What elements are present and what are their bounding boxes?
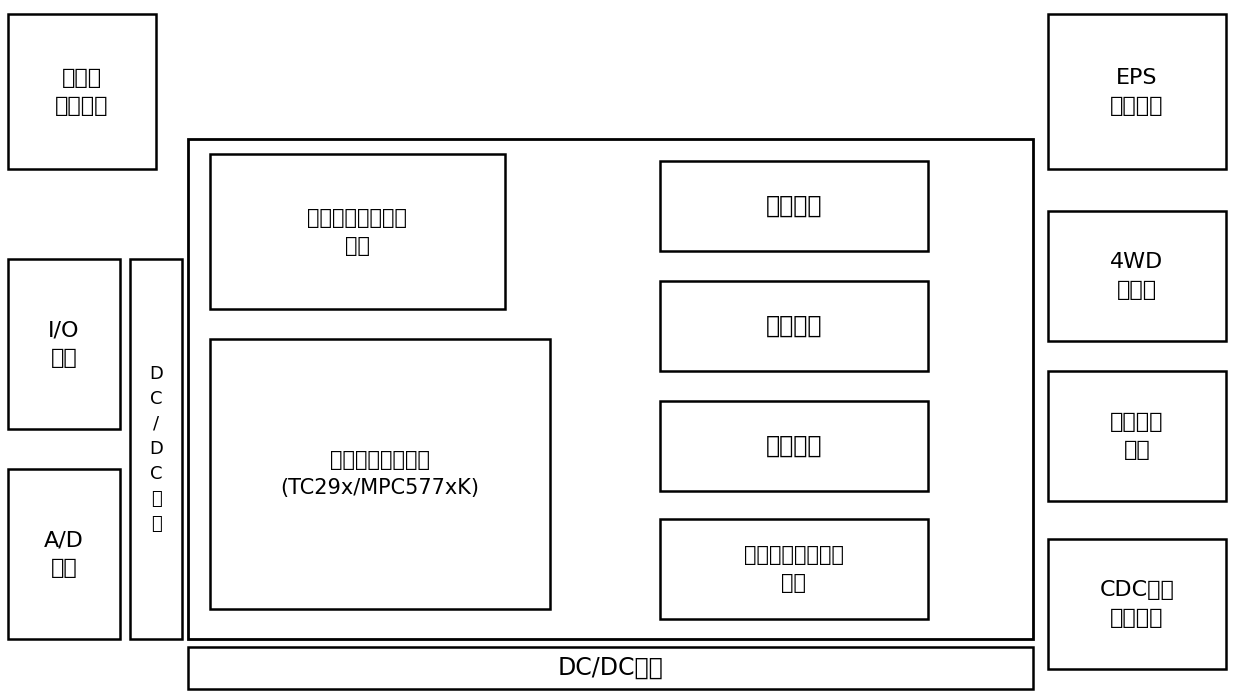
Text: 程序下载调试接口
电路: 程序下载调试接口 电路 xyxy=(743,545,844,593)
Text: 时钟电路: 时钟电路 xyxy=(766,434,823,458)
Text: A/D
输入: A/D 输入 xyxy=(45,530,84,578)
Text: EPS
电机控制: EPS 电机控制 xyxy=(1110,68,1163,115)
Text: 复位电路: 复位电路 xyxy=(766,314,823,338)
Bar xyxy=(209,154,506,309)
Bar xyxy=(660,519,928,619)
Text: 电源电路: 电源电路 xyxy=(766,194,823,218)
Bar xyxy=(7,469,120,639)
Bar xyxy=(7,259,120,429)
Bar xyxy=(660,161,928,251)
Text: 传感器
信号输入: 传感器 信号输入 xyxy=(56,68,109,115)
Bar xyxy=(188,139,1033,639)
Bar xyxy=(1048,14,1227,169)
Bar xyxy=(660,281,928,371)
Bar xyxy=(188,647,1033,689)
Text: I/O
输入: I/O 输入 xyxy=(48,320,79,368)
Bar xyxy=(660,401,928,491)
Text: DC/DC隔离: DC/DC隔离 xyxy=(558,656,663,680)
Bar xyxy=(1048,211,1227,341)
Bar xyxy=(1048,371,1227,501)
Text: D
C
/
D
C
隔
离: D C / D C 隔 离 xyxy=(149,365,164,533)
Bar xyxy=(1048,539,1227,669)
Text: 底盘域控制器芯片
(TC29x/MPC577xK): 底盘域控制器芯片 (TC29x/MPC577xK) xyxy=(280,450,479,498)
Text: 4WD
离合器: 4WD 离合器 xyxy=(1110,252,1163,300)
Bar xyxy=(7,14,156,169)
Text: 制动轮缸
压力: 制动轮缸 压力 xyxy=(1110,412,1163,460)
Bar xyxy=(130,259,182,639)
Bar xyxy=(209,339,550,609)
Text: CDC悬架
阻尼调节: CDC悬架 阻尼调节 xyxy=(1099,580,1175,628)
Text: 底盘域控制器核心
电路: 底盘域控制器核心 电路 xyxy=(307,208,408,256)
